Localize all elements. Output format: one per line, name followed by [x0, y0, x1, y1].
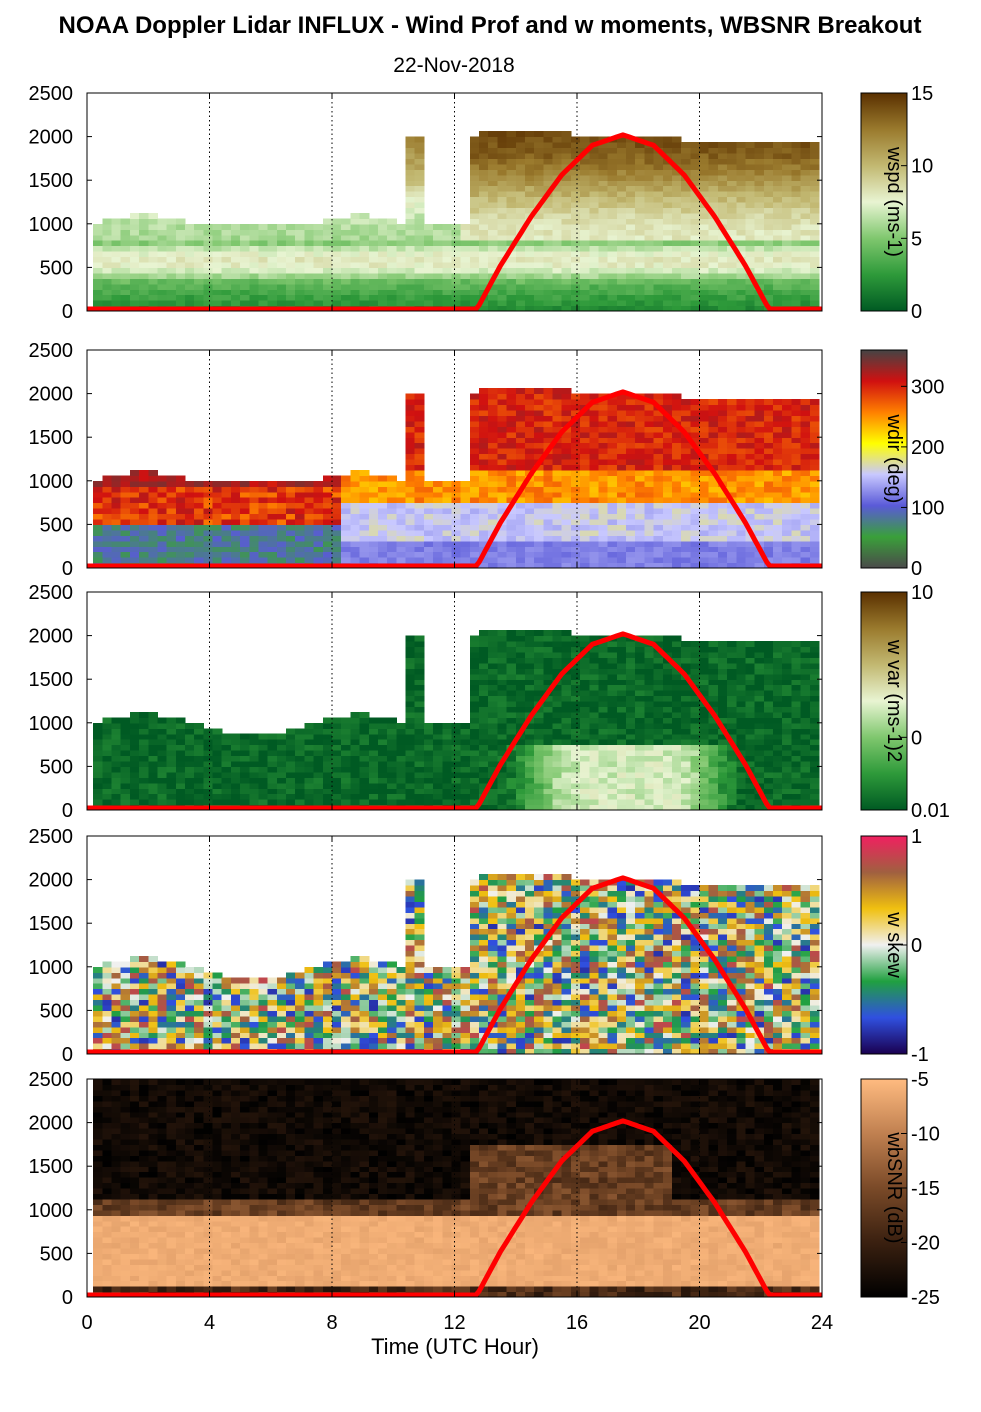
wspd-ytick-label-5: 2500	[29, 83, 74, 105]
wdir-field	[93, 388, 820, 569]
wskew-cb-tick-label-2: -1	[911, 1044, 929, 1066]
wbsnr-cb-tick-label-2: -15	[911, 1178, 940, 1200]
wdir-ytick-label-5: 2500	[29, 340, 74, 362]
wbsnr-field	[93, 1079, 820, 1298]
wvar-cb-tick-label-1: 0	[911, 727, 922, 749]
wvar-field	[93, 630, 820, 811]
wdir-cb-tick-label-3: 0	[911, 558, 922, 580]
wdir-cb-tick-label-1: 200	[911, 437, 944, 459]
wdir-ytick-label-2: 1000	[29, 471, 74, 493]
wspd-cb-tick-label-1: 10	[911, 156, 933, 178]
wskew-cb-tick-label-0: 1	[911, 826, 922, 848]
wskew-ytick-label-2: 1000	[29, 957, 74, 979]
x-tick-label-4: 16	[566, 1312, 588, 1334]
x-tick-label-0: 0	[81, 1312, 92, 1334]
chart-title: NOAA Doppler Lidar INFLUX - Wind Prof an…	[59, 12, 922, 39]
x-tick-label-5: 20	[688, 1312, 710, 1334]
panel-wskew: 0 500 1000 1500 2000 2500 1 0 -1 w skew	[29, 826, 929, 1066]
wvar-colorbar-label: w var (ms-1)2	[883, 639, 905, 762]
wspd-ytick-label-0: 0	[62, 301, 73, 323]
wskew-colorbar-label: w skew	[883, 911, 905, 978]
wbsnr-ytick-label-2: 1000	[29, 1200, 74, 1222]
wspd-cb-tick-label-2: 5	[911, 228, 922, 250]
x-axis-label: Time (UTC Hour)	[371, 1334, 539, 1359]
x-tick-label-6: 24	[811, 1312, 833, 1334]
x-tick-label-2: 8	[326, 1312, 337, 1334]
wbsnr-ytick-label-5: 2500	[29, 1069, 74, 1091]
wspd-colorbar-label: wspd (ms-1)	[883, 146, 905, 257]
wvar-cb-tick-label-0: 10	[911, 582, 933, 604]
wskew-field	[93, 874, 820, 1055]
wbsnr-cb-tick-label-3: -20	[911, 1233, 940, 1255]
chart-subtitle: 22-Nov-2018	[393, 54, 514, 77]
wbsnr-ytick-label-1: 500	[40, 1243, 73, 1265]
wskew-ytick-label-4: 2000	[29, 870, 74, 892]
wvar-ytick-label-5: 2500	[29, 582, 74, 604]
wvar-colorbar	[860, 591, 908, 811]
wdir-ytick-label-4: 2000	[29, 384, 74, 406]
wspd-cb-tick-label-3: 0	[911, 301, 922, 323]
wbsnr-ytick-label-4: 2000	[29, 1113, 74, 1135]
panel-wvar: 0 500 1000 1500 2000 2500 10 0 0.01 w var (ms-1)2	[29, 582, 950, 822]
wbsnr-cb-tick-label-0: -5	[911, 1069, 929, 1091]
wdir-ytick-label-3: 1500	[29, 427, 74, 449]
wvar-cb-tick-label-2: 0.01	[911, 800, 950, 822]
wbsnr-ytick-label-3: 1500	[29, 1156, 74, 1178]
wbsnr-colorbar	[860, 1078, 908, 1298]
wspd-ytick-label-4: 2000	[29, 127, 74, 149]
wvar-ytick-label-2: 1000	[29, 713, 74, 735]
panel-wspd: 0 500 1000 1500 2000 2500 15 10 5 0 wspd (ms-1)	[29, 83, 934, 323]
wspd-ytick-label-1: 500	[40, 257, 73, 279]
wdir-colorbar	[860, 349, 908, 569]
wspd-field	[93, 131, 820, 312]
wvar-ytick-label-3: 1500	[29, 669, 74, 691]
wspd-colorbar	[860, 92, 908, 312]
wdir-cb-tick-label-2: 100	[911, 497, 944, 519]
wspd-ytick-label-3: 1500	[29, 170, 74, 192]
x-tick-label-1: 4	[204, 1312, 215, 1334]
wdir-ytick-label-1: 500	[40, 514, 73, 536]
wdir-colorbar-label: wdir (deg)	[883, 414, 905, 504]
wbsnr-colorbar-label: wbSNR (dB)	[883, 1131, 905, 1243]
wspd-cb-tick-label-0: 15	[911, 83, 933, 105]
wbsnr-cb-tick-label-1: -10	[911, 1124, 940, 1146]
wbsnr-ytick-label-0: 0	[62, 1287, 73, 1309]
wskew-cb-tick-label-1: 0	[911, 935, 922, 957]
wspd-ytick-label-2: 1000	[29, 214, 74, 236]
wskew-ytick-label-5: 2500	[29, 826, 74, 848]
wvar-ytick-label-4: 2000	[29, 626, 74, 648]
wbsnr-cb-tick-label-4: -25	[911, 1287, 940, 1309]
panel-wbsnr: 0 500 1000 1500 2000 2500 -5 -10 -15 -20 -25 wbSNR …	[29, 1069, 940, 1309]
wskew-ytick-label-0: 0	[62, 1044, 73, 1066]
wvar-ytick-label-0: 0	[62, 800, 73, 822]
wvar-ytick-label-1: 500	[40, 756, 73, 778]
wskew-ytick-label-1: 500	[40, 1000, 73, 1022]
wdir-cb-tick-label-0: 300	[911, 376, 944, 398]
wskew-ytick-label-3: 1500	[29, 913, 74, 935]
x-tick-label-3: 12	[443, 1312, 465, 1334]
wdir-ytick-label-0: 0	[62, 558, 73, 580]
x-axis: 0 4 8 12 16 20 24	[81, 1312, 833, 1334]
